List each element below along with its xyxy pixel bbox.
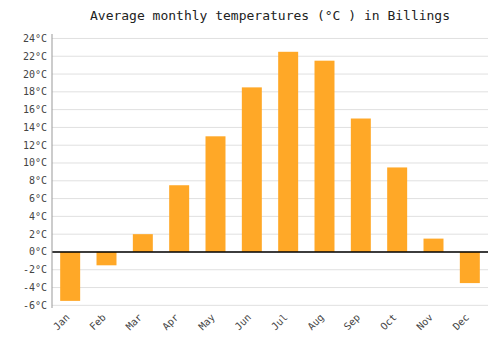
bars [60, 52, 480, 301]
y-tick-label: 16°C [23, 104, 47, 115]
x-tick-label: Jan [51, 312, 72, 333]
grid [52, 38, 488, 305]
x-tick-label: Nov [414, 312, 435, 333]
bar [242, 87, 262, 252]
grid-line [52, 162, 488, 163]
y-tick-label: 20°C [23, 69, 47, 80]
y-tick-label: 18°C [23, 86, 47, 97]
x-tick-label: May [196, 312, 217, 333]
grid-line [52, 127, 488, 128]
x-tick-label: Feb [87, 312, 108, 333]
grid-line [52, 216, 488, 217]
title: Average monthly temperatures (°C ) in Bi… [90, 8, 450, 23]
y-tick-label: 14°C [23, 122, 47, 133]
grid-line [52, 56, 488, 57]
x-tick-label: Jul [269, 312, 290, 333]
x-tick-label: Aug [305, 312, 326, 333]
y-tick-label: 0°C [29, 246, 47, 257]
y-axis-line [52, 34, 53, 308]
y-tick-label: -6°C [23, 300, 47, 311]
x-tick-label: Oct [378, 312, 399, 333]
chart-container: Average monthly temperatures (°C ) in Bi… [0, 0, 500, 350]
grid-line [52, 198, 488, 199]
y-tick-label: 12°C [23, 140, 47, 151]
page: {"chart_data": {"type": "bar", "title": … [0, 0, 500, 350]
bar [351, 119, 371, 252]
grid-line [52, 251, 488, 252]
bar [315, 61, 335, 252]
grid-line [52, 109, 488, 110]
x-tick-label: Apr [160, 312, 181, 333]
chart-svg: Average monthly temperatures (°C ) in Bi… [0, 0, 500, 350]
y-tick-label: 6°C [29, 193, 47, 204]
bar [424, 239, 444, 252]
grid-line [52, 287, 488, 288]
bar [460, 252, 480, 283]
bar [387, 167, 407, 252]
grid-line [52, 269, 488, 270]
x-tick-label: Sep [342, 312, 363, 333]
x-tick-label: Jun [233, 312, 254, 333]
y-tick-label: 8°C [29, 175, 47, 186]
bar [60, 252, 80, 301]
grid-line [52, 74, 488, 75]
zero-line [52, 251, 488, 253]
y-tick-label: -2°C [23, 264, 47, 275]
grid-line [52, 145, 488, 146]
bar [206, 136, 226, 252]
bar [169, 185, 189, 252]
y-tick-label: 4°C [29, 211, 47, 222]
y-tick-label: 2°C [29, 229, 47, 240]
x-tick-label: Dec [451, 312, 472, 333]
x-tick-label: Mar [124, 312, 145, 333]
grid-line [52, 305, 488, 306]
grid-line [52, 91, 488, 92]
grid-line [52, 180, 488, 181]
bar [97, 252, 117, 265]
y-tick-label: 10°C [23, 157, 47, 168]
bar [278, 52, 298, 252]
bar [133, 234, 153, 252]
grid-line [52, 38, 488, 39]
y-tick-label: 24°C [23, 33, 47, 44]
grid-line [52, 234, 488, 235]
y-tick-label: -4°C [23, 282, 47, 293]
y-tick-label: 22°C [23, 51, 47, 62]
